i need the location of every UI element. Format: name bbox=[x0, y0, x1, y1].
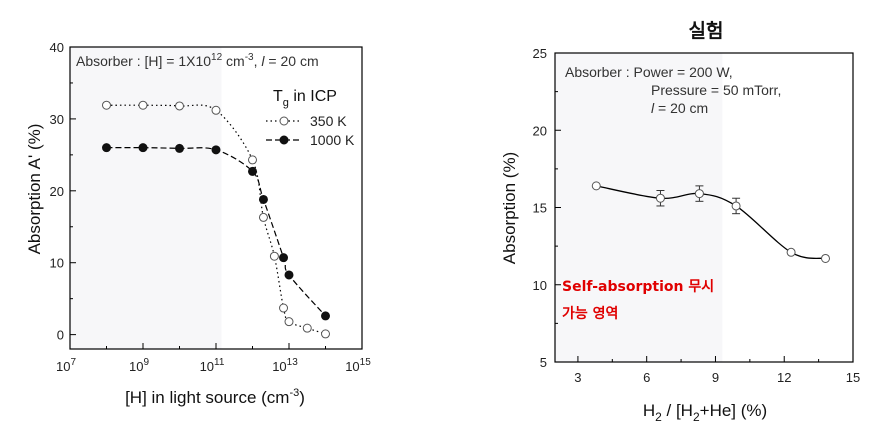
right-data-point bbox=[731, 201, 741, 211]
left-data-point bbox=[102, 143, 111, 153]
right-data-point bbox=[820, 253, 830, 263]
right-y-axis-label: Absorption (%) bbox=[500, 152, 519, 264]
left-data-point bbox=[321, 329, 330, 339]
right-x-tick-label: 6 bbox=[643, 370, 650, 385]
left-data-point bbox=[248, 166, 257, 176]
left-x-axis-label: [H] in light source (cm-3) bbox=[125, 387, 305, 407]
right-y-tick-label: 5 bbox=[540, 355, 547, 370]
left-data-points bbox=[102, 100, 330, 339]
left-data-point bbox=[279, 303, 289, 313]
right-y-tick-label: 10 bbox=[533, 278, 547, 293]
left-data-point bbox=[102, 100, 111, 110]
left-shaded-region bbox=[70, 47, 222, 349]
left-y-tick-label: 20 bbox=[50, 184, 64, 199]
right-annotation-line2: Pressure = 50 mTorr, bbox=[651, 82, 781, 98]
left-y-tick-label: 40 bbox=[50, 40, 64, 55]
right-data-point bbox=[655, 193, 665, 203]
right-annotation-line1: Absorber : Power = 200 W, bbox=[565, 64, 733, 80]
left-ticks: 107 109 1011 1013 1015 0 10 20 30 40 bbox=[50, 40, 372, 374]
left-legend: Tg in ICP 350 K 1000 K bbox=[266, 88, 355, 148]
left-fit-lines bbox=[106, 104, 326, 335]
left-data-point bbox=[279, 253, 289, 263]
right-x-tick-label: 12 bbox=[777, 370, 791, 385]
left-data-point bbox=[175, 101, 184, 111]
left-y-tick-label: 10 bbox=[50, 256, 64, 271]
left-data-point bbox=[269, 251, 279, 261]
left-data-point bbox=[138, 143, 148, 153]
left-y-axis-label: Absorption A' (%) bbox=[25, 124, 44, 255]
right-chart-title: 실험 bbox=[689, 20, 724, 42]
right-y-tick-label: 25 bbox=[533, 46, 547, 61]
left-data-point bbox=[321, 311, 330, 321]
left-data-point bbox=[175, 143, 184, 153]
right-x-tick-label: 3 bbox=[574, 370, 581, 385]
right-data-point bbox=[694, 189, 704, 199]
left-data-point bbox=[302, 323, 312, 333]
left-chart: 107 109 1011 1013 1015 0 10 20 30 40 Absorber : [… bbox=[25, 40, 371, 407]
right-x-axis-label: H2 / [H2+He] (%) bbox=[643, 401, 767, 424]
right-data-point bbox=[591, 181, 601, 191]
right-y-tick-label: 20 bbox=[533, 123, 547, 138]
right-chart: 3 6 9 12 15 5 10 15 20 25 실험 Absorber : Power = 2… bbox=[500, 20, 860, 424]
right-x-tick-label: 15 bbox=[846, 370, 860, 385]
right-ticks: 3 6 9 12 15 5 10 15 20 25 bbox=[533, 46, 861, 385]
legend-label-1000k: 1000 K bbox=[310, 132, 355, 148]
right-x-tick-label: 9 bbox=[712, 370, 719, 385]
left-x-tick-label: 1013 bbox=[272, 357, 298, 374]
self-absorption-note-line1: Self-absorption 무시 bbox=[562, 279, 714, 295]
right-annotation-line3: l = 20 cm bbox=[651, 100, 708, 116]
left-x-tick-label: 107 bbox=[56, 357, 76, 374]
left-data-point bbox=[138, 100, 148, 110]
left-x-tick-label: 1015 bbox=[345, 357, 371, 374]
legend-marker-350k bbox=[279, 116, 289, 126]
self-absorption-note-line2: 가능 영역 bbox=[562, 305, 618, 322]
right-data-point bbox=[786, 247, 796, 257]
left-data-point bbox=[211, 105, 221, 115]
left-data-point bbox=[258, 194, 268, 204]
left-x-tick-label: 109 bbox=[129, 357, 149, 374]
left-y-tick-label: 30 bbox=[50, 112, 64, 127]
left-data-point bbox=[211, 145, 221, 155]
left-data-point bbox=[284, 270, 294, 280]
left-data-point bbox=[248, 155, 257, 165]
right-shaded-region bbox=[555, 53, 723, 362]
left-annotation: Absorber : [H] = 1X1012 cm-3, l = 20 cm bbox=[76, 52, 319, 69]
right-data-points bbox=[591, 181, 830, 263]
left-x-tick-label: 1011 bbox=[200, 357, 225, 374]
left-y-tick-label: 0 bbox=[57, 328, 64, 343]
right-y-tick-label: 15 bbox=[533, 201, 547, 216]
left-data-point bbox=[284, 317, 294, 327]
legend-label-350k: 350 K bbox=[310, 113, 347, 129]
legend-marker-1000k bbox=[279, 135, 289, 145]
legend-title: Tg in ICP bbox=[273, 88, 337, 109]
left-series-line-1 bbox=[106, 147, 326, 317]
left-data-point bbox=[258, 212, 268, 222]
